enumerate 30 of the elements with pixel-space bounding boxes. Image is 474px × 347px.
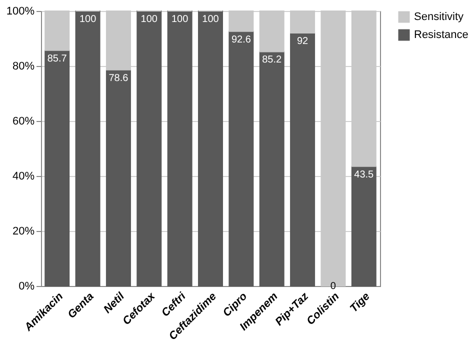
- data-label: 43.5: [354, 169, 374, 180]
- y-tick-label: 0%: [18, 280, 35, 292]
- data-label: 100: [140, 14, 158, 25]
- data-label: 78.6: [108, 72, 129, 84]
- legend-label: Resistance: [414, 29, 468, 41]
- y-tick-label: 100%: [6, 6, 35, 18]
- legend-label: Sensitivity: [414, 11, 464, 23]
- y-tick-label: 60%: [12, 116, 35, 128]
- bar: [228, 30, 254, 286]
- bar: [106, 69, 131, 286]
- bar: [167, 10, 192, 286]
- bar: [75, 10, 100, 286]
- data-label: 100: [79, 14, 97, 25]
- y-tick-label: 80%: [12, 60, 35, 72]
- data-label: 85.7: [47, 53, 68, 64]
- data-label: 92.6: [231, 34, 252, 46]
- bar: [44, 50, 70, 286]
- data-label: 85.2: [262, 54, 282, 66]
- data-label: 100: [202, 14, 220, 25]
- bar: [198, 10, 223, 286]
- data-label: 92: [296, 36, 309, 47]
- bar: [136, 10, 162, 286]
- bar: [259, 51, 284, 286]
- y-tick-label: 40%: [12, 170, 35, 182]
- data-label: 0: [330, 281, 336, 292]
- bar: [290, 32, 316, 286]
- y-tick-label: 20%: [12, 226, 35, 238]
- data-label: 100: [171, 14, 189, 25]
- x-tick-label: Tige: [348, 290, 372, 315]
- bar: [351, 166, 376, 286]
